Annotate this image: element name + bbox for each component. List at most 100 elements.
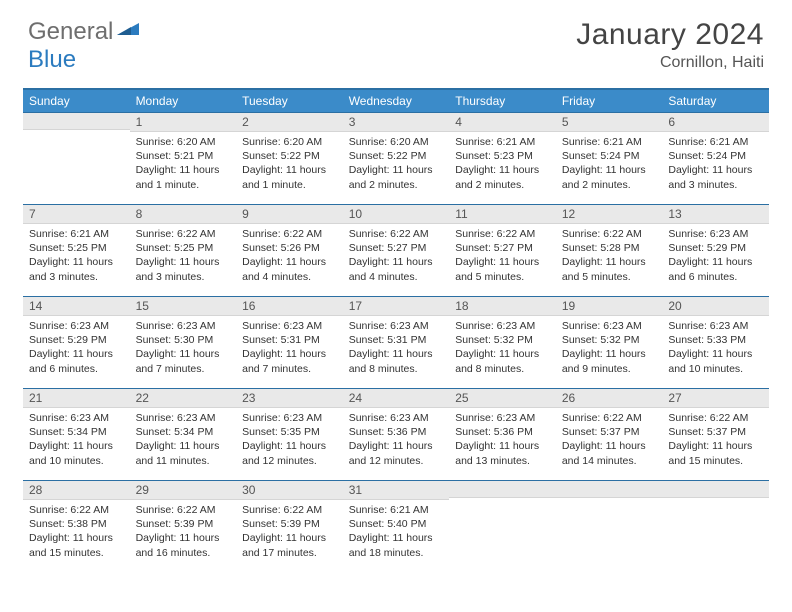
- cell-body: Sunrise: 6:22 AMSunset: 5:38 PMDaylight:…: [23, 500, 130, 564]
- cell-body: Sunrise: 6:22 AMSunset: 5:37 PMDaylight:…: [662, 408, 769, 472]
- daylight1-text: Daylight: 11 hours: [242, 347, 337, 361]
- sunrise-text: Sunrise: 6:23 AM: [242, 411, 337, 425]
- header: General January 2024 Cornillon, Haiti: [0, 0, 792, 80]
- calendar-week-row: 14Sunrise: 6:23 AMSunset: 5:29 PMDayligh…: [23, 296, 769, 388]
- day-number: 18: [449, 296, 556, 316]
- day-number: 21: [23, 388, 130, 408]
- weekday-header-row: Sunday Monday Tuesday Wednesday Thursday…: [23, 89, 769, 112]
- cell-body: Sunrise: 6:23 AMSunset: 5:32 PMDaylight:…: [556, 316, 663, 380]
- daylight2-text: and 2 minutes.: [349, 178, 444, 192]
- cell-body: Sunrise: 6:20 AMSunset: 5:22 PMDaylight:…: [236, 132, 343, 196]
- daylight1-text: Daylight: 11 hours: [242, 531, 337, 545]
- daylight2-text: and 13 minutes.: [455, 454, 550, 468]
- day-number: 11: [449, 204, 556, 224]
- daylight1-text: Daylight: 11 hours: [455, 347, 550, 361]
- sunset-text: Sunset: 5:24 PM: [562, 149, 657, 163]
- sunrise-text: Sunrise: 6:22 AM: [455, 227, 550, 241]
- day-number: 6: [662, 112, 769, 132]
- daylight2-text: and 8 minutes.: [349, 362, 444, 376]
- daylight1-text: Daylight: 11 hours: [562, 439, 657, 453]
- weekday-header: Saturday: [662, 89, 769, 112]
- daylight1-text: Daylight: 11 hours: [668, 439, 763, 453]
- day-number: 28: [23, 480, 130, 500]
- day-number: [23, 112, 130, 130]
- cell-body: Sunrise: 6:22 AMSunset: 5:39 PMDaylight:…: [130, 500, 237, 564]
- sunset-text: Sunset: 5:30 PM: [136, 333, 231, 347]
- sunset-text: Sunset: 5:39 PM: [242, 517, 337, 531]
- cell-body: Sunrise: 6:20 AMSunset: 5:21 PMDaylight:…: [130, 132, 237, 196]
- weekday-header: Thursday: [449, 89, 556, 112]
- calendar-week-row: 1Sunrise: 6:20 AMSunset: 5:21 PMDaylight…: [23, 112, 769, 204]
- sunset-text: Sunset: 5:31 PM: [349, 333, 444, 347]
- daylight2-text: and 16 minutes.: [136, 546, 231, 560]
- day-number: 3: [343, 112, 450, 132]
- daylight1-text: Daylight: 11 hours: [136, 531, 231, 545]
- calendar-cell: 26Sunrise: 6:22 AMSunset: 5:37 PMDayligh…: [556, 388, 663, 480]
- calendar-cell: 16Sunrise: 6:23 AMSunset: 5:31 PMDayligh…: [236, 296, 343, 388]
- daylight1-text: Daylight: 11 hours: [242, 439, 337, 453]
- sunset-text: Sunset: 5:32 PM: [562, 333, 657, 347]
- cell-body: Sunrise: 6:21 AMSunset: 5:23 PMDaylight:…: [449, 132, 556, 196]
- daylight1-text: Daylight: 11 hours: [136, 163, 231, 177]
- daylight1-text: Daylight: 11 hours: [242, 255, 337, 269]
- day-number: 5: [556, 112, 663, 132]
- sunset-text: Sunset: 5:29 PM: [29, 333, 124, 347]
- daylight2-text: and 14 minutes.: [562, 454, 657, 468]
- cell-body: Sunrise: 6:21 AMSunset: 5:24 PMDaylight:…: [662, 132, 769, 196]
- calendar-week-row: 7Sunrise: 6:21 AMSunset: 5:25 PMDaylight…: [23, 204, 769, 296]
- sunset-text: Sunset: 5:22 PM: [349, 149, 444, 163]
- daylight2-text: and 2 minutes.: [455, 178, 550, 192]
- sunset-text: Sunset: 5:39 PM: [136, 517, 231, 531]
- cell-body: Sunrise: 6:21 AMSunset: 5:25 PMDaylight:…: [23, 224, 130, 288]
- sunset-text: Sunset: 5:22 PM: [242, 149, 337, 163]
- sunrise-text: Sunrise: 6:21 AM: [349, 503, 444, 517]
- calendar-cell: 4Sunrise: 6:21 AMSunset: 5:23 PMDaylight…: [449, 112, 556, 204]
- daylight1-text: Daylight: 11 hours: [455, 439, 550, 453]
- day-number: 27: [662, 388, 769, 408]
- daylight2-text: and 4 minutes.: [349, 270, 444, 284]
- day-number: 29: [130, 480, 237, 500]
- cell-body: Sunrise: 6:23 AMSunset: 5:35 PMDaylight:…: [236, 408, 343, 472]
- sunset-text: Sunset: 5:29 PM: [668, 241, 763, 255]
- daylight2-text: and 7 minutes.: [136, 362, 231, 376]
- daylight2-text: and 5 minutes.: [562, 270, 657, 284]
- calendar-cell: 2Sunrise: 6:20 AMSunset: 5:22 PMDaylight…: [236, 112, 343, 204]
- sunrise-text: Sunrise: 6:22 AM: [349, 227, 444, 241]
- daylight1-text: Daylight: 11 hours: [136, 439, 231, 453]
- sunset-text: Sunset: 5:26 PM: [242, 241, 337, 255]
- calendar-table: Sunday Monday Tuesday Wednesday Thursday…: [23, 88, 769, 572]
- calendar-cell: 5Sunrise: 6:21 AMSunset: 5:24 PMDaylight…: [556, 112, 663, 204]
- cell-body: Sunrise: 6:22 AMSunset: 5:27 PMDaylight:…: [343, 224, 450, 288]
- daylight1-text: Daylight: 11 hours: [455, 163, 550, 177]
- calendar-cell: [556, 480, 663, 572]
- calendar-cell: 18Sunrise: 6:23 AMSunset: 5:32 PMDayligh…: [449, 296, 556, 388]
- sunset-text: Sunset: 5:27 PM: [455, 241, 550, 255]
- daylight1-text: Daylight: 11 hours: [29, 347, 124, 361]
- daylight2-text: and 3 minutes.: [668, 178, 763, 192]
- calendar-cell: [23, 112, 130, 204]
- sunset-text: Sunset: 5:40 PM: [349, 517, 444, 531]
- day-number: 2: [236, 112, 343, 132]
- calendar-cell: 12Sunrise: 6:22 AMSunset: 5:28 PMDayligh…: [556, 204, 663, 296]
- sunrise-text: Sunrise: 6:23 AM: [668, 319, 763, 333]
- calendar-cell: 27Sunrise: 6:22 AMSunset: 5:37 PMDayligh…: [662, 388, 769, 480]
- daylight1-text: Daylight: 11 hours: [29, 439, 124, 453]
- sunrise-text: Sunrise: 6:21 AM: [455, 135, 550, 149]
- daylight1-text: Daylight: 11 hours: [668, 347, 763, 361]
- cell-body: Sunrise: 6:22 AMSunset: 5:27 PMDaylight:…: [449, 224, 556, 288]
- day-number: [449, 480, 556, 498]
- sunrise-text: Sunrise: 6:23 AM: [136, 319, 231, 333]
- calendar-cell: 22Sunrise: 6:23 AMSunset: 5:34 PMDayligh…: [130, 388, 237, 480]
- calendar-cell: 20Sunrise: 6:23 AMSunset: 5:33 PMDayligh…: [662, 296, 769, 388]
- day-number: 25: [449, 388, 556, 408]
- calendar-cell: 11Sunrise: 6:22 AMSunset: 5:27 PMDayligh…: [449, 204, 556, 296]
- logo-text-gray: General: [28, 18, 113, 46]
- daylight2-text: and 15 minutes.: [29, 546, 124, 560]
- sunrise-text: Sunrise: 6:22 AM: [562, 411, 657, 425]
- daylight2-text: and 17 minutes.: [242, 546, 337, 560]
- month-title: January 2024: [576, 18, 764, 52]
- daylight2-text: and 9 minutes.: [562, 362, 657, 376]
- sunset-text: Sunset: 5:25 PM: [136, 241, 231, 255]
- weekday-header: Tuesday: [236, 89, 343, 112]
- calendar-week-row: 28Sunrise: 6:22 AMSunset: 5:38 PMDayligh…: [23, 480, 769, 572]
